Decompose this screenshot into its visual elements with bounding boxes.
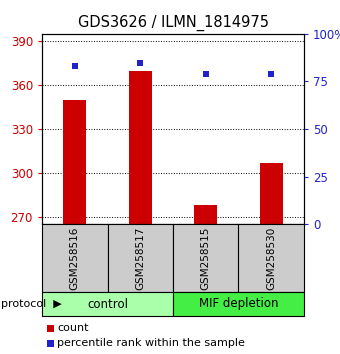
Text: percentile rank within the sample: percentile rank within the sample [57, 338, 245, 348]
Text: control: control [87, 297, 128, 310]
Text: GSM258517: GSM258517 [135, 226, 145, 290]
Text: GSM258516: GSM258516 [70, 226, 80, 290]
Point [203, 71, 208, 77]
Bar [63, 100, 86, 224]
Text: GSM258515: GSM258515 [201, 226, 211, 290]
Point [269, 71, 274, 77]
Text: GSM258530: GSM258530 [266, 226, 276, 290]
Bar [129, 70, 152, 224]
Text: count: count [57, 323, 88, 333]
Point [137, 60, 143, 65]
Bar [260, 162, 283, 224]
Text: protocol  ▶: protocol ▶ [1, 299, 62, 309]
Bar [194, 205, 217, 224]
Title: GDS3626 / ILMN_1814975: GDS3626 / ILMN_1814975 [78, 15, 269, 31]
Text: MIF depletion: MIF depletion [199, 297, 278, 310]
Point [72, 63, 78, 69]
